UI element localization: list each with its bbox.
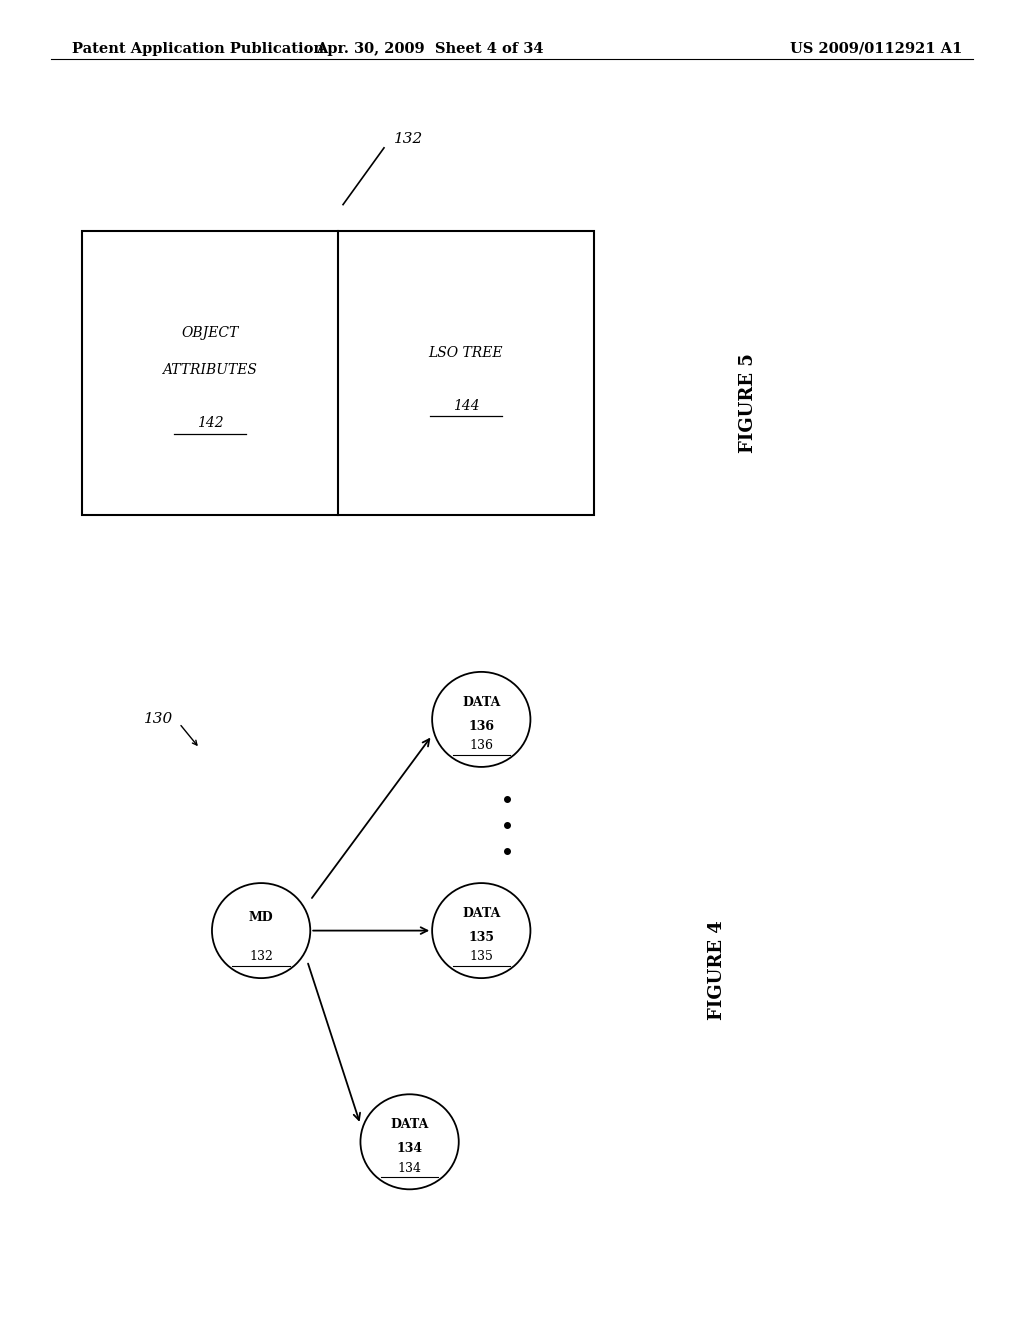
- Text: 136: 136: [469, 739, 494, 752]
- Text: 130: 130: [144, 713, 173, 726]
- Text: Patent Application Publication: Patent Application Publication: [72, 42, 324, 55]
- Text: 144: 144: [453, 399, 479, 413]
- Text: 134: 134: [397, 1162, 422, 1175]
- Text: FIGURE 4: FIGURE 4: [708, 920, 726, 1020]
- Text: 136: 136: [468, 719, 495, 733]
- Text: LSO TREE: LSO TREE: [429, 346, 503, 360]
- Text: DATA: DATA: [390, 1118, 429, 1131]
- Bar: [82, 231, 594, 515]
- Ellipse shape: [432, 883, 530, 978]
- Ellipse shape: [432, 672, 530, 767]
- Text: Apr. 30, 2009  Sheet 4 of 34: Apr. 30, 2009 Sheet 4 of 34: [316, 42, 544, 55]
- Text: 135: 135: [468, 931, 495, 944]
- Text: MD: MD: [249, 911, 273, 924]
- Text: 132: 132: [249, 950, 273, 964]
- Text: 132: 132: [394, 132, 424, 145]
- Ellipse shape: [212, 883, 310, 978]
- Text: OBJECT: OBJECT: [181, 326, 239, 341]
- Text: 134: 134: [396, 1142, 423, 1155]
- Text: US 2009/0112921 A1: US 2009/0112921 A1: [791, 42, 963, 55]
- Text: DATA: DATA: [462, 696, 501, 709]
- Text: 135: 135: [469, 950, 494, 964]
- Text: 142: 142: [197, 416, 223, 430]
- Text: ATTRIBUTES: ATTRIBUTES: [163, 363, 257, 378]
- Text: FIGURE 5: FIGURE 5: [738, 352, 757, 453]
- Text: DATA: DATA: [462, 907, 501, 920]
- Ellipse shape: [360, 1094, 459, 1189]
